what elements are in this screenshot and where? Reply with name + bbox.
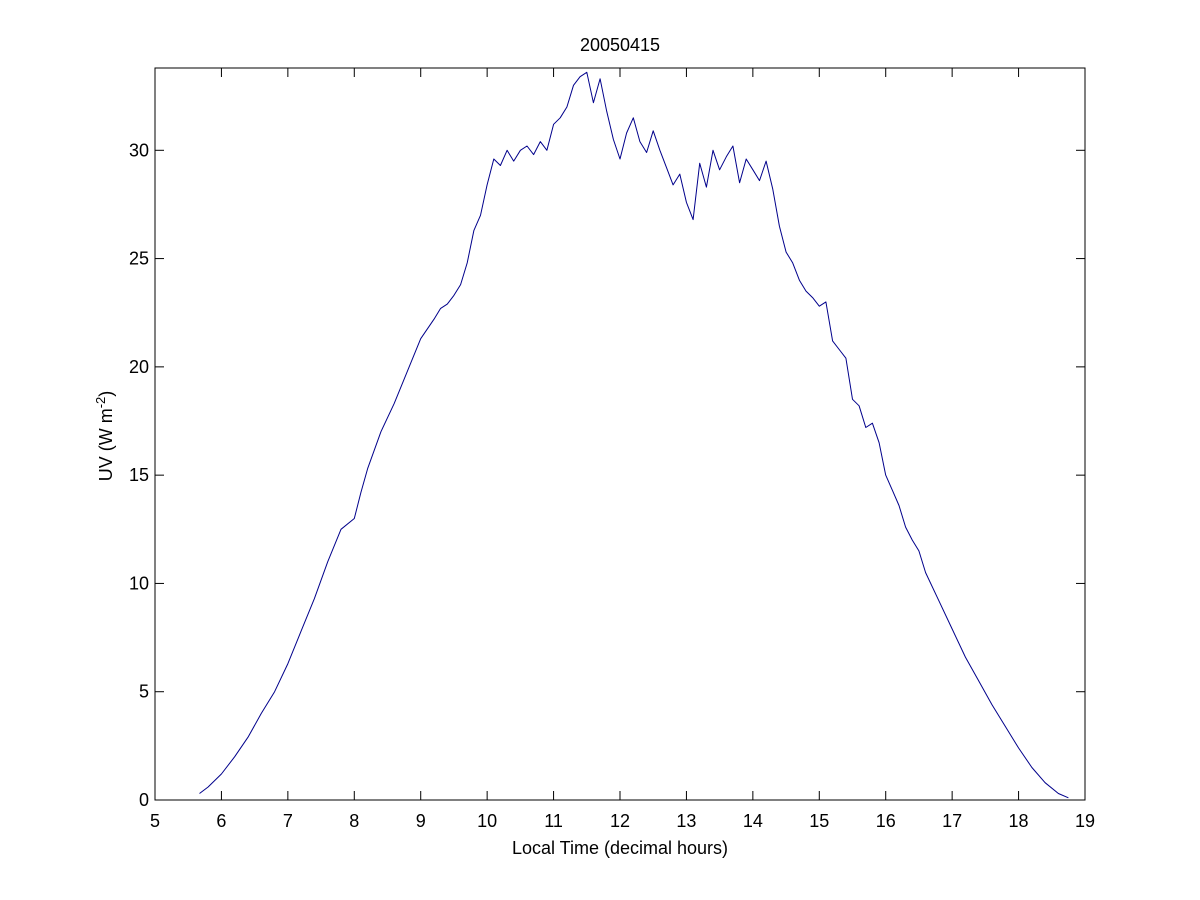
axes-box: [154, 67, 1086, 801]
y-axis-title-close: ): [96, 391, 116, 397]
x-tick-label: 11: [544, 811, 563, 831]
y-axis-title: UV (W m-2): [93, 391, 116, 482]
y-tick-labels: 0 5 10 15 20 25 30: [129, 140, 149, 810]
y-tick-label: 25: [129, 249, 149, 269]
x-tick-label: 8: [349, 811, 359, 831]
x-tick-label: 18: [1009, 811, 1029, 831]
x-tick-label: 9: [416, 811, 426, 831]
y-tick-label: 5: [139, 682, 149, 702]
y-tick-label: 15: [129, 465, 149, 485]
chart-title: 20050415: [580, 35, 660, 55]
y-tick-label: 20: [129, 357, 149, 377]
y-axis-title-main: UV (W m: [96, 408, 116, 481]
y-tick-label: 30: [129, 140, 149, 160]
x-tick-label: 17: [942, 811, 962, 831]
y-tick-label: 10: [129, 573, 149, 593]
x-axis-title: Local Time (decimal hours): [512, 838, 728, 858]
series-group: [199, 71, 1069, 799]
x-tick-label: 12: [610, 811, 630, 831]
y-tick-label: 0: [139, 790, 149, 810]
x-tick-label: 16: [876, 811, 896, 831]
x-tick-label: 14: [743, 811, 763, 831]
x-tick-label: 7: [283, 811, 293, 831]
plot-area: [154, 67, 1086, 801]
x-tick-label: 13: [676, 811, 696, 831]
x-tick-label: 15: [809, 811, 829, 831]
ticks-group: [154, 68, 1086, 801]
x-tick-label: 6: [216, 811, 226, 831]
x-tick-labels: 5 6 7 8 9 10 11 12 13 14 15 16 17 18 19: [150, 811, 1095, 831]
y-axis-title-superscript: -2: [93, 397, 108, 409]
x-tick-label: 10: [477, 811, 497, 831]
x-tick-label: 5: [150, 811, 160, 831]
series-line-0: [199, 71, 1069, 799]
x-tick-label: 19: [1075, 811, 1095, 831]
